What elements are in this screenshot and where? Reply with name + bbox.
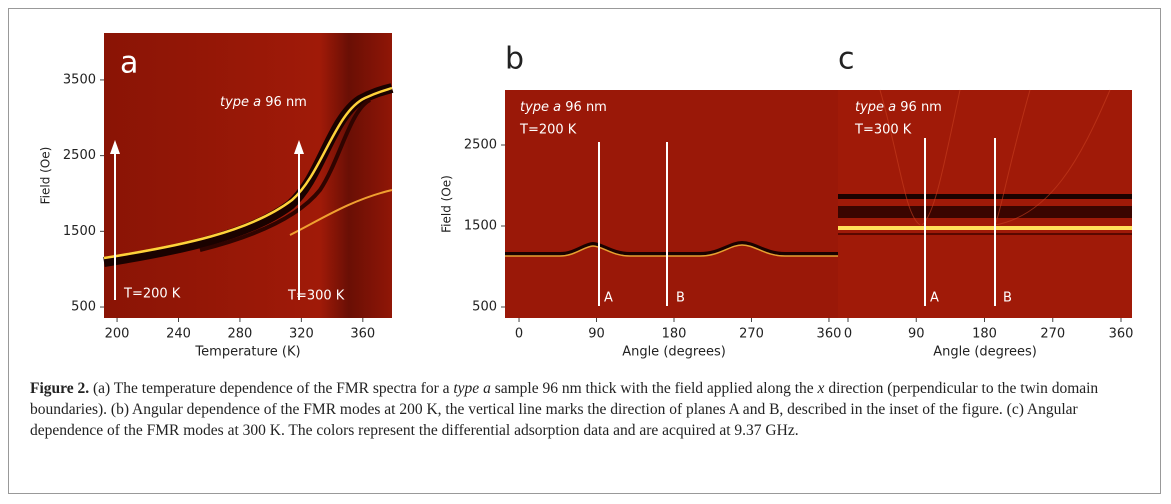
annotation: type a 96 nm bbox=[855, 100, 942, 115]
annotation-part: type a bbox=[220, 95, 261, 110]
annotation: T=200 K bbox=[519, 123, 577, 138]
caption-label: Figure 2. bbox=[30, 380, 90, 397]
x-tick-label: 0 bbox=[844, 327, 852, 342]
x-tick-label: 180 bbox=[972, 327, 997, 342]
marker-label: A bbox=[604, 291, 613, 306]
caption-text: (a) The temperature dependence of the FM… bbox=[89, 380, 454, 397]
caption-text: type a bbox=[453, 380, 491, 397]
annotation: type a 96 nm bbox=[220, 95, 307, 110]
x-tick-label: 240 bbox=[166, 327, 191, 342]
panel-letter: a bbox=[120, 46, 138, 81]
y-tick-label: 3500 bbox=[63, 72, 96, 87]
marker-label: A bbox=[930, 291, 939, 306]
x-tick-label: 360 bbox=[817, 327, 842, 342]
heatmap-c bbox=[838, 89, 1132, 318]
x-tick-label: 270 bbox=[739, 327, 764, 342]
x-axis-label: Temperature (K) bbox=[194, 345, 300, 360]
x-tick-label: 0 bbox=[515, 327, 523, 342]
x-tick-label: 320 bbox=[289, 327, 314, 342]
x-tick-label: 360 bbox=[350, 327, 375, 342]
x-tick-label: 180 bbox=[662, 327, 687, 342]
annotation-part: type a bbox=[855, 100, 896, 115]
marker-label: B bbox=[1003, 291, 1012, 306]
y-tick-label: 500 bbox=[71, 300, 96, 315]
annotation-part: 96 nm bbox=[561, 100, 607, 115]
x-axis-label: Angle (degrees) bbox=[933, 345, 1037, 360]
x-tick-label: 360 bbox=[1109, 327, 1134, 342]
y-tick-label: 2500 bbox=[63, 148, 96, 163]
panel-letter: b bbox=[505, 42, 524, 77]
figure-frame bbox=[8, 8, 1161, 494]
annotation: type a 96 nm bbox=[520, 100, 607, 115]
caption: Figure 2. (a) The temperature dependence… bbox=[30, 378, 1140, 441]
heatmap-a bbox=[103, 33, 394, 318]
x-tick-label: 90 bbox=[588, 327, 605, 342]
arrow-head bbox=[294, 140, 304, 154]
figure: a type a 96 nm T=200 K T=300 K b type a … bbox=[39, 33, 1134, 360]
x-tick-label: 90 bbox=[908, 327, 925, 342]
y-tick-label: 2500 bbox=[464, 137, 497, 152]
marker-label: T=200 K bbox=[123, 287, 181, 302]
caption-text: x bbox=[817, 380, 825, 397]
y-tick-label: 500 bbox=[472, 299, 497, 314]
y-tick-label: 1500 bbox=[63, 224, 96, 239]
x-tick-label: 200 bbox=[105, 327, 130, 342]
marker-label: T=300 K bbox=[287, 289, 345, 304]
y-tick-label: 1500 bbox=[464, 218, 497, 233]
caption-text: sample 96 nm thick with the field applie… bbox=[490, 380, 818, 397]
x-axis-label: Angle (degrees) bbox=[622, 345, 726, 360]
x-tick-label: 270 bbox=[1040, 327, 1065, 342]
annotation: T=300 K bbox=[854, 123, 912, 138]
annotation-part: 96 nm bbox=[261, 95, 307, 110]
x-tick-label: 280 bbox=[228, 327, 253, 342]
arrow-head bbox=[110, 140, 120, 154]
y-axis-label: Field (Oe) bbox=[440, 175, 454, 233]
y-axis-label: Field (Oe) bbox=[39, 147, 53, 205]
caption-text: direction (perpendicular to the twin dom… bbox=[30, 380, 1099, 439]
annotation-part: type a bbox=[520, 100, 561, 115]
annotation-part: 96 nm bbox=[896, 100, 942, 115]
heatmap-b bbox=[505, 90, 843, 318]
marker-label: B bbox=[676, 291, 685, 306]
panel-letter: c bbox=[838, 42, 855, 77]
